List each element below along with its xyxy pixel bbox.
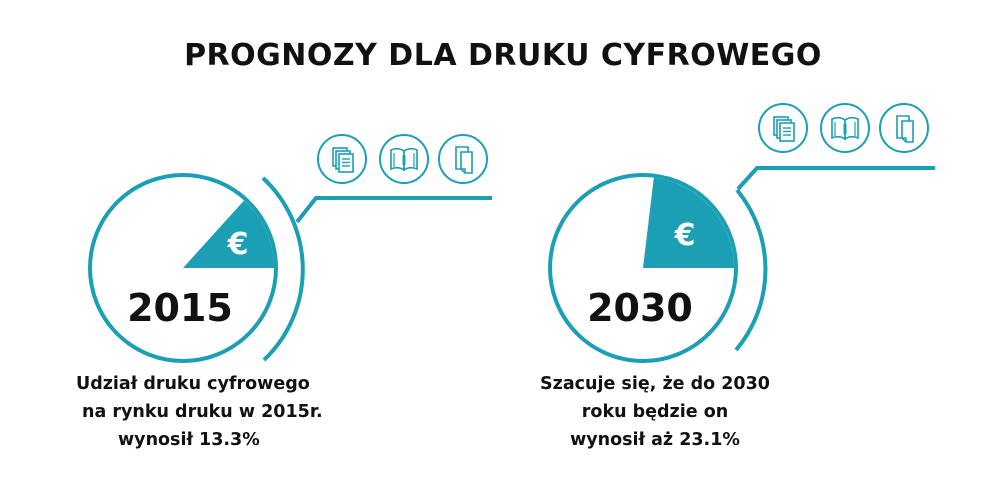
pie-chart-2015: € 2015 — [88, 173, 278, 363]
caption-2015: Udział druku cyfrowego na rynku druku w … — [70, 370, 370, 454]
caption-line: Udział druku cyfrowego — [76, 374, 310, 394]
pie-slice-2030 — [643, 177, 734, 268]
year-label-2030: 2030 — [587, 286, 693, 330]
connector-line-2030 — [736, 166, 935, 191]
connector-line-2015 — [295, 196, 492, 224]
caption-line: roku będzie on — [581, 402, 729, 422]
open-book-icon — [831, 116, 859, 140]
pie-chart-2030: € 2030 — [548, 173, 738, 363]
caption-line: na rynku druku w 2015r. — [82, 402, 323, 422]
documents-icon — [773, 116, 795, 142]
caption-line: wynosił aż 23.1% — [570, 430, 740, 450]
icon-group-2015 — [317, 134, 488, 184]
year-label-2015: 2015 — [127, 286, 233, 330]
outer-arc-2015 — [261, 176, 305, 362]
euro-icon: € — [674, 218, 696, 253]
pie-slice-2015 — [183, 200, 274, 268]
page-title: PROGNOZY DLA DRUKU CYFROWEGO — [184, 38, 822, 73]
outer-arc-2030 — [734, 188, 768, 352]
euro-icon: € — [227, 227, 249, 262]
open-book-icon — [390, 147, 418, 171]
documents-icon — [332, 147, 354, 173]
icon-group-2030 — [758, 103, 929, 153]
caption-2030: Szacuje się, że do 2030 roku będzie on w… — [520, 370, 790, 454]
caption-line: wynosił 13.3% — [118, 430, 260, 450]
caption-line: Szacuje się, że do 2030 — [540, 374, 770, 394]
